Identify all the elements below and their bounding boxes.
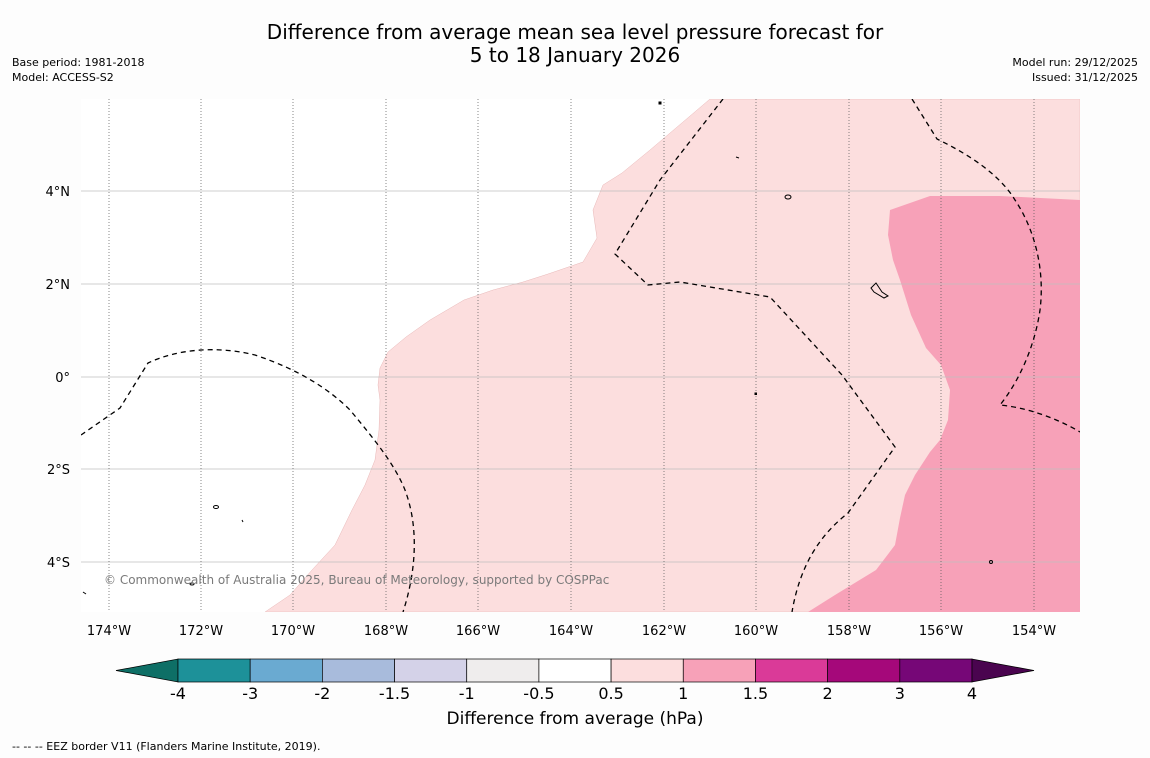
colorbar [115,658,1035,683]
lon-label: 160°W [734,624,778,639]
lon-label: 162°W [642,624,686,639]
colorbar-segment [538,658,612,683]
map-frame: © Commonwealth of Australia 2025, Bureau… [81,99,1080,612]
map-title-line1: Difference from average mean sea level p… [266,20,884,44]
colorbar-tick-label: 2 [823,684,833,703]
eez-border-east [911,99,1080,433]
colorbar-title: Difference from average (hPa) [446,709,704,729]
colorbar-extend-high [971,658,1035,683]
island [989,560,993,564]
base-period-label: Base period: 1981-2018 [12,56,145,69]
island [213,505,219,509]
lon-label: 166°W [456,624,500,639]
island [870,282,889,299]
lat-label: 2°S [47,463,70,478]
island [82,591,87,595]
map-title-line2: 5 to 18 January 2026 [469,43,681,67]
colorbar-segment [610,658,684,683]
lon-label: 168°W [364,624,408,639]
latitude-labels: 4°N 2°N 0° 2°S 4°S [46,185,71,571]
lon-label: 156°W [919,624,963,639]
lat-label: 2°N [46,278,71,293]
lon-label: 170°W [271,624,315,639]
colorbar-tick-label: -2 [314,684,330,703]
island [754,392,757,395]
colorbar-tick-label: 0.5 [598,684,623,703]
lon-label: 154°W [1012,624,1056,639]
colorbar-extend-low [115,658,179,683]
island [735,156,740,159]
island [784,194,792,200]
colorbar-tick-label: -1.5 [379,684,410,703]
anomaly-region-1-to-1-5 [808,196,1080,612]
longitude-labels: 174°W 172°W 170°W 168°W 166°W 164°W 162°W 160°W… [87,624,1056,639]
colorbar-tick-labels: -4 -3 -2 -1.5 -1 -0.5 0.5 1 1.5 2 3 4 [170,684,977,703]
island [241,519,244,523]
lat-label: 4°S [47,556,70,571]
colorbar-tick-label: 1.5 [743,684,768,703]
model-run-label: Model run: 29/12/2025 [1012,56,1138,69]
colorbar-tick-label: -3 [242,684,258,703]
island [189,582,195,586]
anomaly-region-0-5-to-1 [264,99,1080,612]
meta-left: Base period: 1981-2018 Model: ACCESS-S2 [12,55,144,85]
colorbar-tick-label: 3 [895,684,905,703]
colorbar-segment [899,658,973,683]
colorbar-tick-label: 1 [678,684,688,703]
lat-label: 0° [55,371,70,386]
footnote: -- -- -- EEZ border V11 (Flanders Marine… [12,740,321,753]
eez-border-central [614,99,896,612]
island [658,101,662,105]
model-label: Model: ACCESS-S2 [12,71,114,84]
colorbar-tick-label: 4 [967,684,977,703]
colorbar-segment [394,658,468,683]
lon-label: 164°W [549,624,593,639]
lon-label: 158°W [827,624,871,639]
colorbar-tick-label: -4 [170,684,186,703]
colorbar-segment [466,658,540,683]
latitude-gridlines [81,190,1080,563]
lon-label: 172°W [179,624,223,639]
colorbar-segment [682,658,756,683]
colorbar-segment [177,658,251,683]
lat-label: 4°N [46,185,71,200]
colorbar-segment [755,658,828,683]
issued-label: Issued: 31/12/2025 [1031,71,1138,84]
colorbar-tick-label: -1 [459,684,475,703]
islands [82,101,993,595]
colorbar-segment [322,658,395,683]
copyright-text: © Commonwealth of Australia 2025, Bureau… [104,573,609,587]
eez-borders [81,99,1080,612]
colorbar-tick-label: -0.5 [523,684,554,703]
eez-border-west [81,349,415,612]
meta-right: Model run: 29/12/2025 Issued: 31/12/2025 [1012,55,1138,85]
colorbar-segment [249,658,323,683]
colorbar-segment [827,658,901,683]
lon-label: 174°W [87,624,131,639]
